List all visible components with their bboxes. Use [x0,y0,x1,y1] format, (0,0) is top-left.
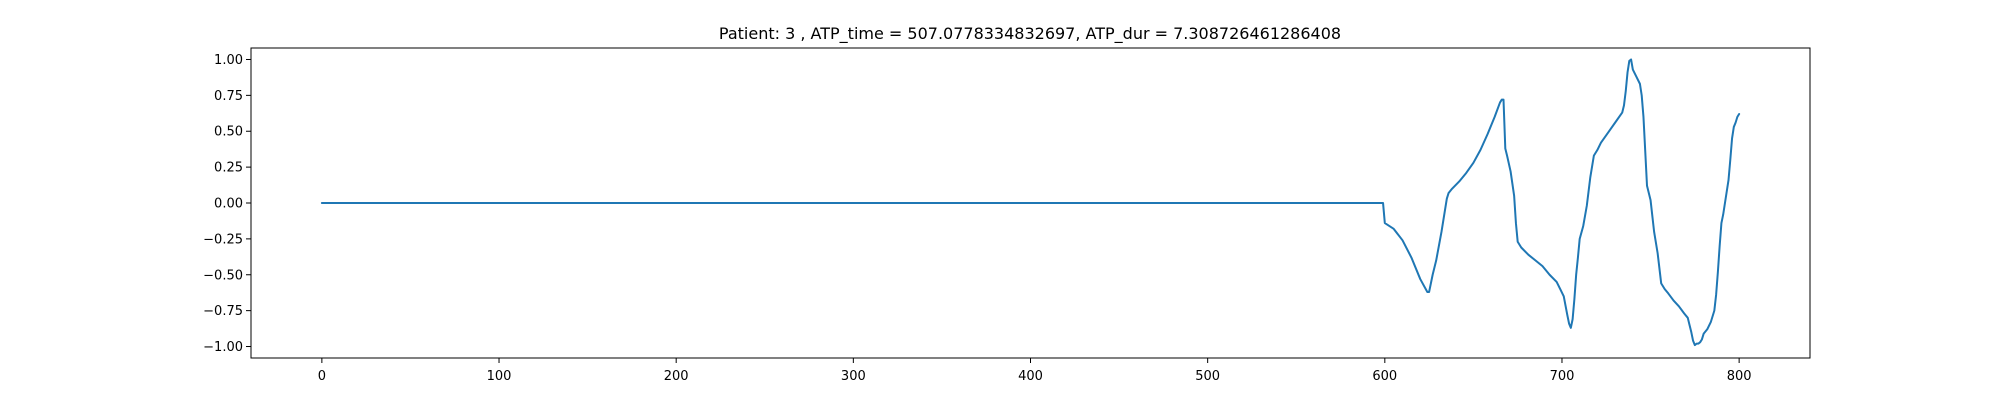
y-tick-label: 0.25 [214,161,243,176]
y-tick-label: −1.00 [203,340,243,355]
series-group [320,58,1741,347]
x-tick-label: 100 [487,369,512,384]
x-tick-label: 500 [1195,369,1220,384]
x-tick-label: 300 [841,369,866,384]
y-tick-label: 0.50 [214,125,243,140]
x-tick-label: 400 [1018,369,1043,384]
x-tick-label: 800 [1727,369,1752,384]
x-tick-label: 0 [318,369,326,384]
x-tick-label: 600 [1372,369,1397,384]
y-tick-label: −0.75 [203,304,243,319]
x-axis: 0 100 200 300 400 500 600 700 800 [318,358,1752,384]
y-tick-label: 1.00 [214,53,243,68]
y-tick-label: −0.25 [203,232,243,247]
x-tick-label: 700 [1550,369,1575,384]
x-tick-label: 200 [664,369,689,384]
chart-title: Patient: 3 , ATP_time = 507.077833483269… [719,24,1341,44]
y-tick-label: −0.50 [203,268,243,283]
y-axis: 1.00 0.75 0.50 0.25 0.00 −0.25 −0.50 −0.75 −1.00 [203,53,251,355]
y-tick-label: 0.75 [214,89,243,104]
series-line [320,58,1741,347]
y-tick-label: 0.00 [214,197,243,212]
